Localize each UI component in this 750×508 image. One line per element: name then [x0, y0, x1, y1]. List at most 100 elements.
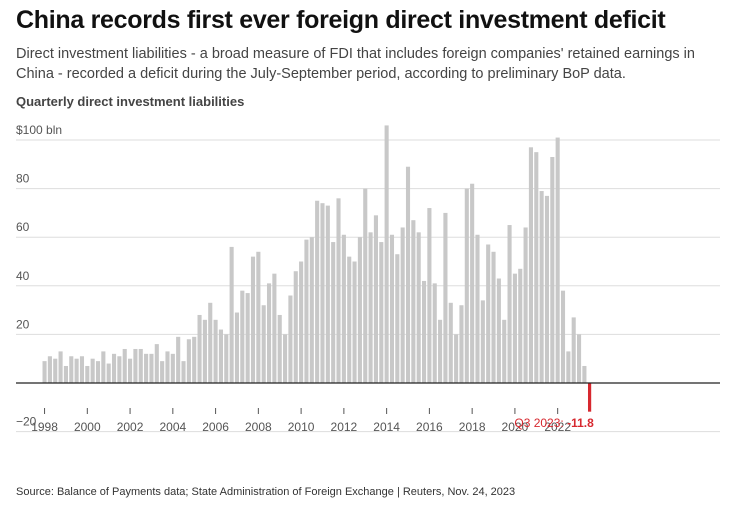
bar	[309, 237, 314, 383]
bar	[475, 234, 480, 383]
bar	[512, 273, 517, 383]
bar	[416, 232, 421, 383]
bar	[571, 317, 576, 383]
bar	[240, 290, 245, 383]
x-tick-label: 2002	[117, 420, 144, 434]
bar	[101, 351, 106, 383]
bar	[170, 353, 175, 383]
bar	[470, 183, 475, 383]
bar	[90, 358, 95, 383]
x-tick-label: 2012	[331, 420, 358, 434]
bar	[266, 283, 272, 383]
bar	[272, 273, 277, 383]
bar	[138, 348, 143, 383]
bar	[566, 351, 571, 383]
bar	[411, 220, 416, 383]
chart-series-label: Quarterly direct investment liabilities	[16, 94, 245, 109]
bar	[122, 348, 127, 383]
gridlines	[16, 139, 720, 433]
annotation-q3-2023: Q3 2023: -11.8	[514, 416, 594, 430]
bar	[582, 365, 587, 383]
bar	[443, 212, 448, 383]
bar	[373, 215, 378, 383]
bar	[149, 353, 154, 383]
bar	[502, 319, 507, 383]
bar	[256, 251, 261, 383]
bar	[304, 239, 309, 383]
chart-subtitle: Direct investment liabilities - a broad …	[16, 46, 695, 82]
bar	[523, 227, 528, 383]
x-tick-label: 2016	[416, 420, 443, 434]
bar	[165, 351, 170, 383]
bar	[454, 334, 459, 383]
bar	[315, 200, 320, 383]
bar	[213, 319, 218, 383]
bar	[427, 208, 432, 383]
y-tick-label: 80	[16, 172, 30, 186]
x-tick-label: 2010	[288, 420, 315, 434]
x-tick-label: 2022	[544, 420, 571, 434]
bar	[395, 254, 400, 383]
bar	[507, 225, 512, 383]
x-tick-label: 2020	[502, 420, 529, 434]
bar	[363, 188, 368, 383]
bars	[42, 125, 592, 412]
bar	[325, 205, 330, 383]
bar	[352, 261, 357, 383]
bar	[577, 334, 582, 383]
x-tick-label: 2018	[459, 420, 486, 434]
annotation: Q3 2023: -11.8	[514, 416, 594, 430]
bar	[186, 339, 191, 383]
x-tick-label: 2008	[245, 420, 272, 434]
bar	[176, 336, 181, 383]
bar	[432, 283, 437, 383]
bar	[555, 137, 560, 383]
bar	[421, 280, 427, 383]
bar	[79, 356, 85, 383]
bar	[250, 256, 256, 383]
y-tick-label: 40	[16, 269, 30, 283]
bar	[448, 302, 453, 383]
bar	[208, 302, 213, 383]
source-note: Source: Balance of Payments data; State …	[16, 486, 516, 498]
bar	[245, 293, 250, 383]
y-tick-label: 60	[16, 220, 30, 234]
bar	[491, 251, 496, 383]
bar	[117, 356, 122, 383]
bar	[464, 188, 469, 383]
bar	[459, 305, 464, 383]
axes	[16, 382, 720, 414]
bar	[336, 198, 341, 383]
bar	[234, 312, 240, 383]
bar	[181, 361, 186, 383]
y-tick-label: 20	[16, 317, 30, 331]
bar	[288, 295, 293, 383]
bar	[486, 244, 491, 383]
bar	[550, 157, 555, 383]
bar	[218, 329, 223, 383]
bar	[74, 358, 79, 383]
bar	[518, 268, 523, 383]
bar	[405, 166, 411, 383]
bar	[341, 234, 346, 383]
bar	[400, 227, 405, 383]
bar	[368, 232, 373, 383]
bar	[283, 334, 288, 383]
bar	[202, 319, 207, 383]
bar	[384, 125, 389, 384]
bar	[58, 351, 63, 383]
bar	[69, 356, 74, 383]
chart-title: China records first ever foreign direct …	[16, 6, 666, 34]
bar	[85, 365, 90, 383]
bar	[331, 242, 336, 383]
bar	[293, 271, 298, 383]
bar	[47, 356, 52, 383]
bar	[389, 234, 395, 383]
bar	[144, 353, 149, 383]
bar	[160, 361, 165, 383]
bar	[539, 191, 544, 383]
tick-labels: −20 20 40 60 80 $100 bln 1998 2000 2002 2004 2006 2…	[16, 123, 571, 434]
bar	[560, 290, 566, 383]
